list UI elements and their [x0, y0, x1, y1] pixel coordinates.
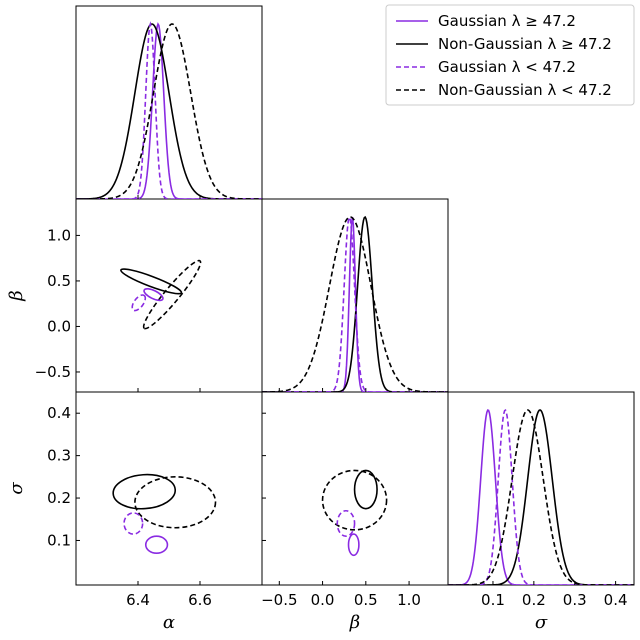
y-axis-label-beta: β: [6, 290, 27, 301]
x-tick-label: 0.1: [481, 591, 505, 609]
contour-alpha-sigma-g_lo: [123, 512, 144, 535]
marginal-alpha-ng_lo: [76, 23, 262, 199]
legend-label-g_hi: Gaussian λ ≥ 47.2: [438, 12, 576, 30]
contour-beta-sigma-g_lo: [336, 509, 356, 538]
marginal-beta-ng_hi: [262, 215, 448, 392]
contour-alpha-sigma-ng_hi: [112, 473, 177, 510]
y-tick-label: −0.5: [35, 363, 71, 381]
panel-frame: [75, 391, 263, 586]
y-axis-label-sigma: σ: [6, 482, 27, 495]
y-tick-label: 0.5: [47, 272, 71, 290]
contour-beta-sigma-ng_hi: [353, 469, 378, 510]
panel-frame: [75, 198, 263, 393]
marginal-beta-g_lo: [262, 215, 448, 392]
x-axis-label-sigma: σ: [535, 612, 548, 633]
legend-box: [385, 4, 635, 106]
contour-beta-sigma-ng_lo: [321, 469, 388, 531]
marginal-sigma-g_lo: [448, 408, 634, 585]
x-tick-label: 0.5: [354, 591, 378, 609]
marginal-alpha-ng_hi: [76, 23, 262, 199]
y-tick-label: 1.0: [47, 226, 71, 244]
y-tick-label: 0.3: [47, 447, 71, 465]
panel-frame: [447, 391, 635, 586]
y-tick-label: 0.2: [47, 489, 71, 507]
x-tick-label: 0.4: [604, 591, 628, 609]
marginal-beta-g_hi: [262, 216, 448, 392]
contour-alpha-sigma-ng_lo: [134, 476, 217, 529]
marginal-sigma-g_hi: [448, 409, 634, 585]
legend-label-ng_hi: Non-Gaussian λ ≥ 47.2: [438, 35, 612, 53]
x-tick-label: 0.0: [311, 591, 335, 609]
y-tick-label: 0.0: [47, 317, 71, 335]
x-tick-label: −0.5: [261, 591, 297, 609]
x-tick-label: 0.2: [522, 591, 546, 609]
x-axis-label-alpha: α: [163, 612, 175, 633]
contour-alpha-beta-g_lo: [131, 294, 147, 312]
contour-alpha-beta-g_hi: [143, 287, 164, 302]
marginal-alpha-g_hi: [76, 22, 262, 199]
contour-alpha-beta-ng_hi: [120, 268, 183, 295]
marginal-sigma-ng_lo: [448, 409, 634, 585]
x-tick-label: 6.4: [126, 591, 150, 609]
contour-beta-sigma-g_hi: [347, 533, 360, 557]
x-tick-label: 6.6: [188, 591, 212, 609]
x-tick-label: 0.3: [563, 591, 587, 609]
marginal-beta-ng_lo: [262, 216, 448, 392]
x-axis-label-beta: β: [349, 612, 360, 633]
y-tick-label: 0.4: [47, 404, 71, 422]
x-tick-label: 1.0: [397, 591, 421, 609]
contour-alpha-beta-ng_lo: [142, 259, 202, 330]
legend-label-ng_lo: Non-Gaussian λ < 47.2: [438, 81, 612, 99]
legend-label-g_lo: Gaussian λ < 47.2: [438, 58, 576, 76]
contour-alpha-sigma-g_hi: [144, 535, 169, 554]
marginal-sigma-ng_hi: [448, 409, 634, 585]
y-tick-label: 0.1: [47, 531, 71, 549]
